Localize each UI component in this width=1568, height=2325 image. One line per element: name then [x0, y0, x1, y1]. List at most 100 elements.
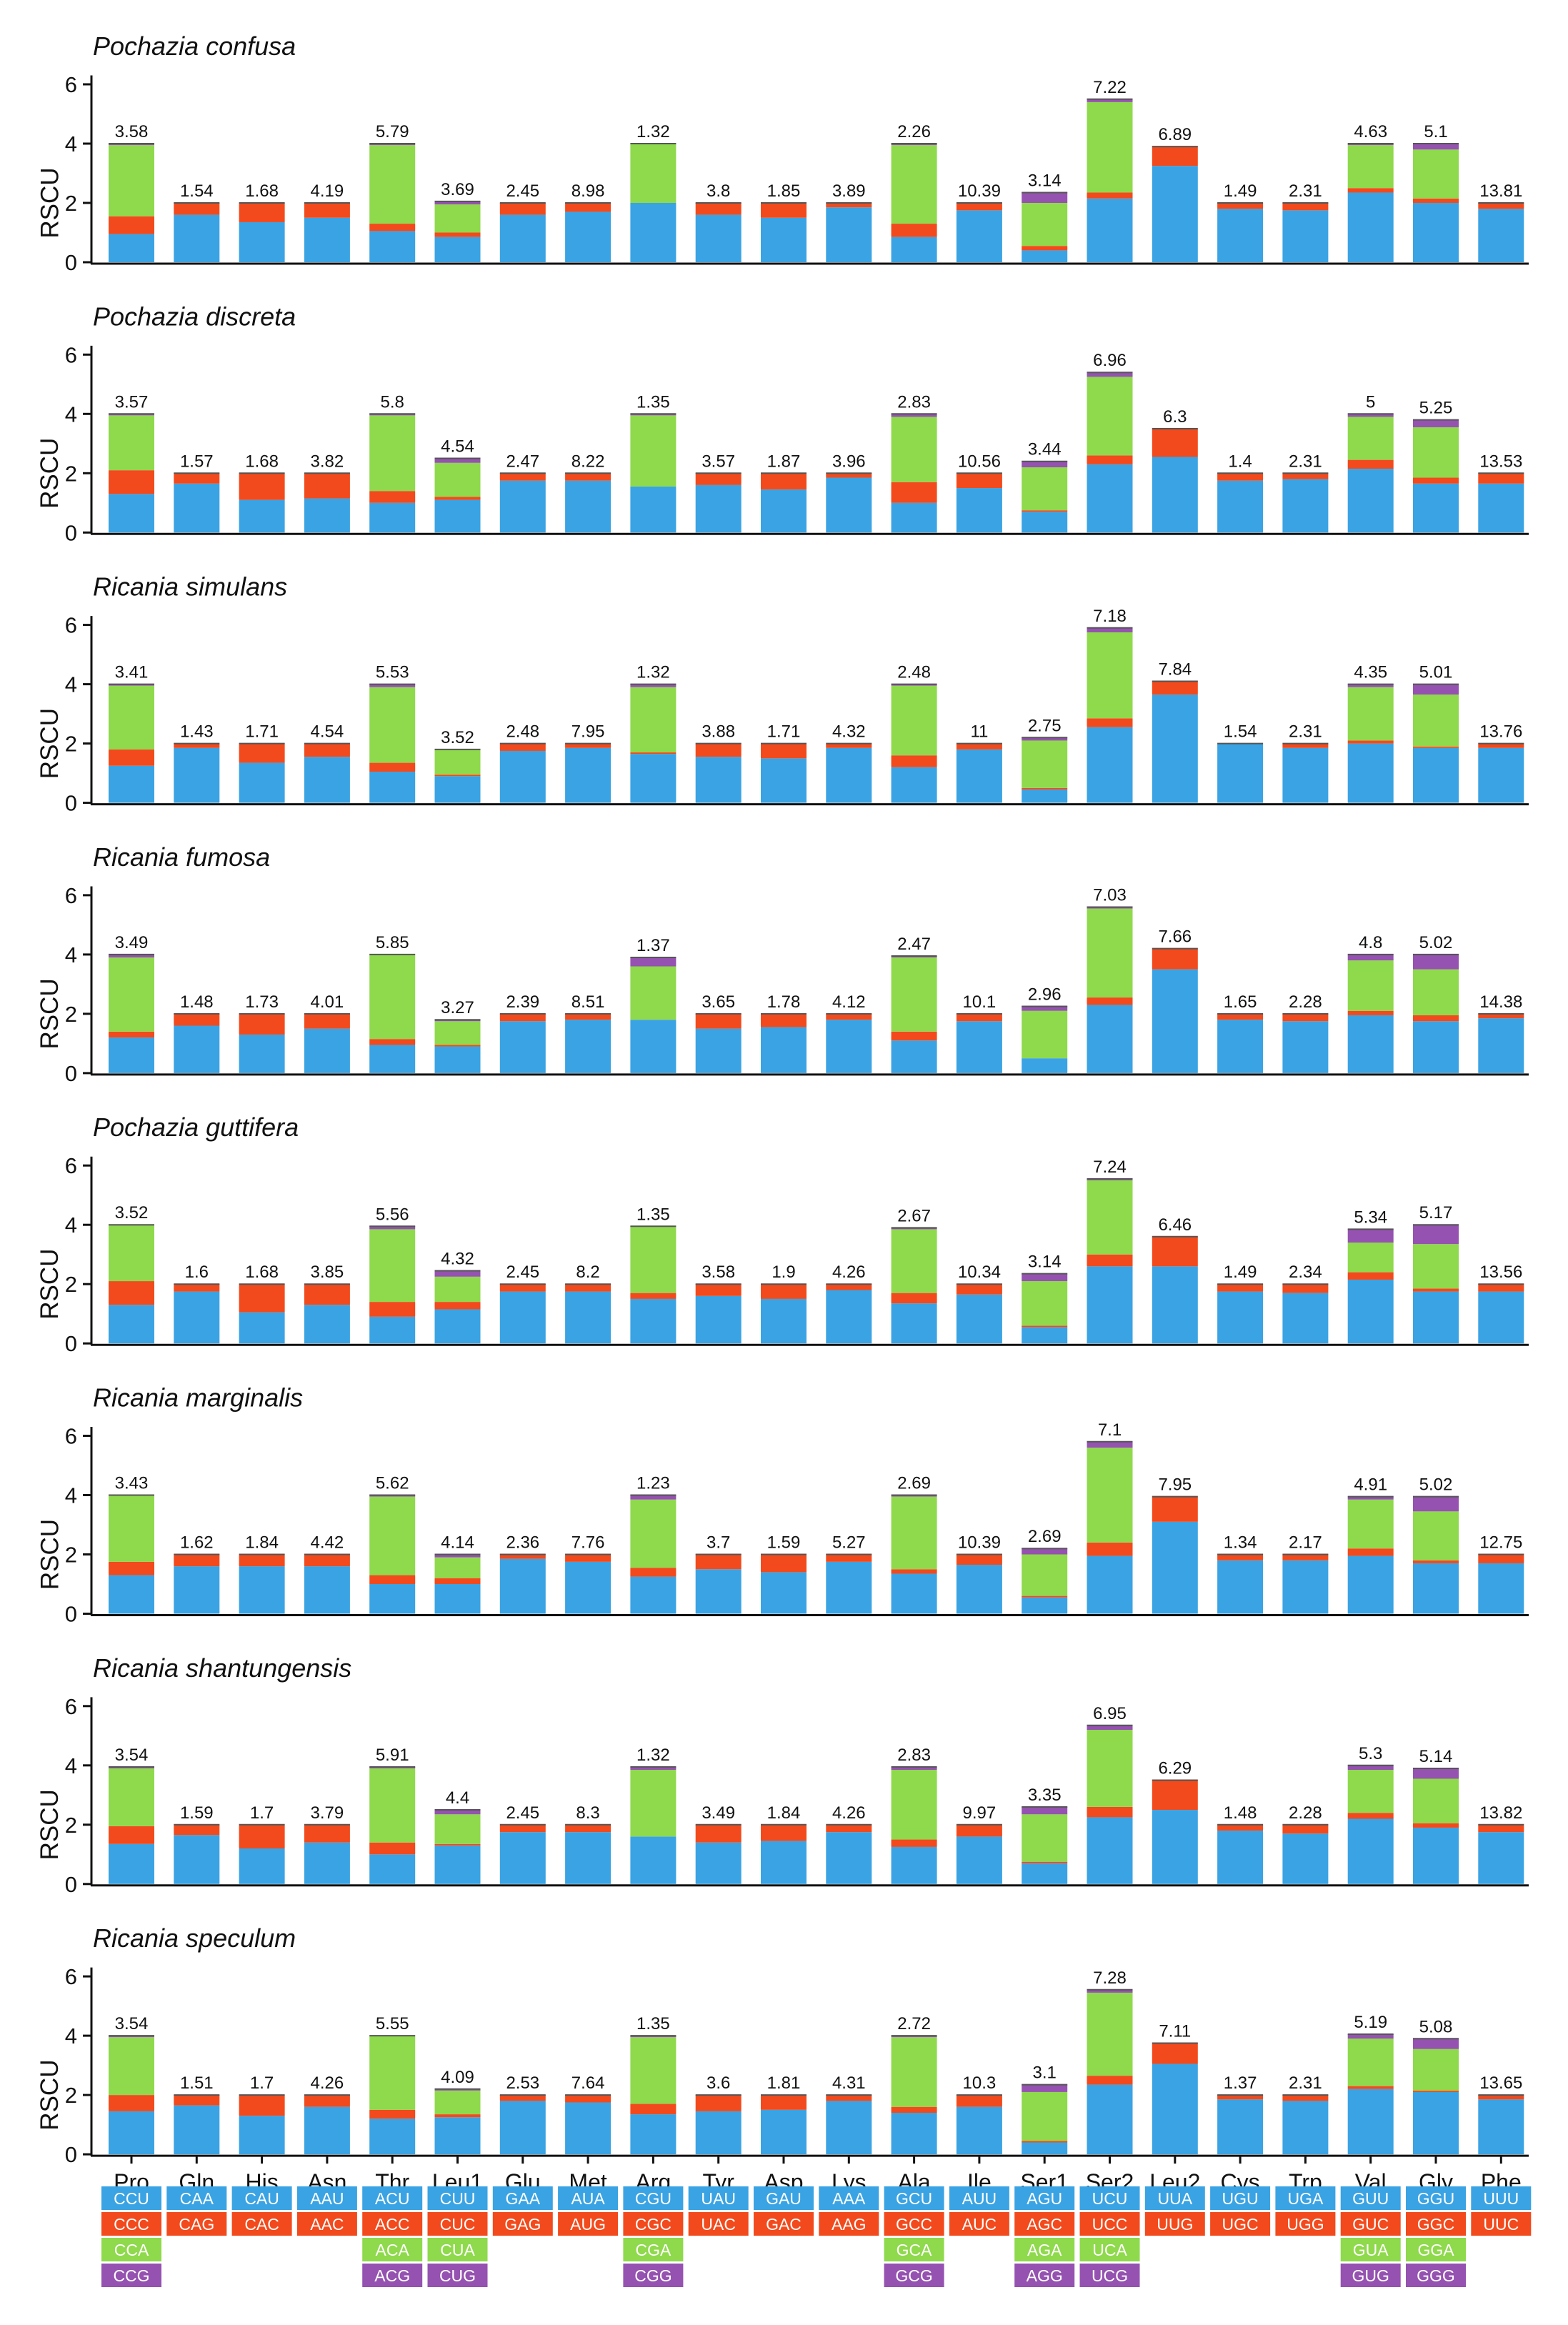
panel-title: Ricania fumosa — [93, 842, 270, 872]
codon-legend-box — [492, 2186, 553, 2210]
codon-legend-box — [1210, 2186, 1271, 2210]
codon-legend-label: AGU — [1027, 2189, 1062, 2208]
bar-segment — [1282, 473, 1329, 479]
y-tick-label: 2 — [65, 1272, 77, 1297]
bar-segment — [630, 414, 676, 416]
codon-legend-box — [427, 2238, 488, 2261]
bar-segment — [1347, 2088, 1394, 2155]
bar-segment — [239, 1824, 285, 1848]
codon-legend-label: UGU — [1222, 2189, 1259, 2208]
bar-segment — [826, 2101, 872, 2155]
bar-segment — [369, 414, 416, 416]
y-axis-label: RSCU — [36, 1519, 64, 1590]
bar-segment — [1413, 694, 1459, 747]
bar-value-label: 1.43 — [180, 722, 214, 742]
bar-value-label: 3.52 — [441, 728, 474, 747]
bar-segment — [630, 1495, 676, 1500]
bar-segment — [369, 1854, 416, 1884]
bar-value-label: 11 — [970, 722, 988, 742]
bar-segment — [826, 747, 872, 803]
bar-segment — [1152, 1810, 1198, 1884]
bar-segment — [1022, 737, 1068, 741]
y-tick-label: 6 — [65, 1153, 77, 1178]
bar-value-label: 1.57 — [180, 452, 214, 471]
bar-value-label: 2.75 — [1028, 716, 1062, 735]
bar-segment — [630, 415, 676, 487]
bar-segment — [891, 685, 937, 756]
y-tick-label: 2 — [65, 2083, 77, 2108]
bar-segment — [1347, 1496, 1394, 1500]
codon-legend-label: CCA — [114, 2241, 149, 2259]
bar-segment — [1347, 1499, 1394, 1549]
bar-segment — [1087, 1441, 1133, 1448]
bar-segment — [1152, 166, 1198, 262]
bar-segment — [891, 2106, 937, 2113]
bar-segment — [1282, 1284, 1329, 1293]
chart-panel: Pochazia discreta 0 2 4 6 RSCU 3.57 1.57 1.68 3.8… — [36, 302, 1529, 545]
bar-value-label: 1.59 — [180, 1803, 214, 1823]
bar-segment — [891, 144, 937, 146]
bar-segment — [174, 473, 220, 484]
bar-segment — [434, 2114, 481, 2118]
bar-segment — [174, 1025, 220, 1073]
codon-legend-label: ACG — [374, 2266, 410, 2285]
bar-segment — [239, 203, 285, 222]
bar-value-label: 10.39 — [958, 1533, 1001, 1553]
bar-segment — [1478, 1291, 1524, 1344]
y-tick-label: 0 — [65, 1331, 77, 1356]
bar-value-label: 2.31 — [1289, 181, 1322, 201]
bar-value-label: 2.26 — [897, 122, 931, 141]
bar-segment — [109, 1826, 154, 1844]
bar-segment — [891, 2113, 937, 2155]
bar-value-label: 13.65 — [1479, 2073, 1522, 2093]
y-tick-label: 2 — [65, 461, 77, 486]
bar-segment — [174, 203, 220, 215]
bar-segment — [956, 210, 1002, 262]
bar-segment — [1022, 250, 1068, 262]
bar-value-label: 5.14 — [1419, 1747, 1453, 1766]
bar-segment — [369, 1039, 416, 1045]
bar-segment — [1087, 377, 1133, 456]
y-tick-label: 2 — [65, 191, 77, 216]
bar-segment — [1217, 1560, 1264, 1614]
bar-value-label: 1.68 — [245, 181, 279, 201]
bar-value-label: 4.63 — [1354, 122, 1387, 141]
bar-segment — [1347, 1818, 1394, 1884]
bar-value-label: 3.65 — [701, 992, 735, 1012]
bar-segment — [1217, 1554, 1264, 1560]
bar-segment — [1478, 483, 1524, 533]
bar-segment — [891, 1495, 937, 1497]
bar-segment — [565, 743, 611, 748]
bar-segment — [304, 1284, 350, 1305]
bar-segment — [1087, 1555, 1133, 1614]
bar-segment — [499, 1824, 546, 1833]
bar-segment — [1347, 1548, 1394, 1556]
codon-legend-box — [623, 2186, 684, 2210]
codon-legend-label: UUU — [1483, 2189, 1519, 2208]
bar-value-label: 3.7 — [706, 1533, 730, 1553]
codon-legend-label: UCU — [1092, 2189, 1128, 2208]
bar-segment — [565, 1013, 611, 1020]
bar-segment — [434, 775, 481, 777]
codon-legend-box — [296, 2186, 357, 2210]
bar-value-label: 7.28 — [1093, 1968, 1127, 1988]
bar-value-label: 5.55 — [376, 2014, 409, 2033]
bar-value-label: 3.54 — [115, 1746, 149, 1765]
bar-segment — [891, 1573, 937, 1614]
codon-legend-box — [884, 2264, 944, 2287]
bar-value-label: 3.96 — [832, 452, 866, 471]
bar-value-label: 3.14 — [1028, 1253, 1062, 1272]
codon-legend-label: CGA — [635, 2241, 671, 2259]
bar-segment — [369, 1768, 416, 1843]
bar-value-label: 5.08 — [1419, 2017, 1453, 2036]
bar-value-label: 6.46 — [1158, 1215, 1192, 1235]
bar-segment — [630, 1576, 676, 1614]
bar-segment — [434, 1302, 481, 1310]
bar-segment — [1087, 907, 1133, 909]
bar-value-label: 3.6 — [706, 2073, 730, 2093]
bar-segment — [499, 1832, 546, 1884]
bar-segment — [761, 1298, 807, 1344]
bar-segment — [1478, 203, 1524, 209]
codon-legend-label: CAA — [180, 2189, 214, 2208]
bar-value-label: 1.35 — [636, 1205, 670, 1224]
